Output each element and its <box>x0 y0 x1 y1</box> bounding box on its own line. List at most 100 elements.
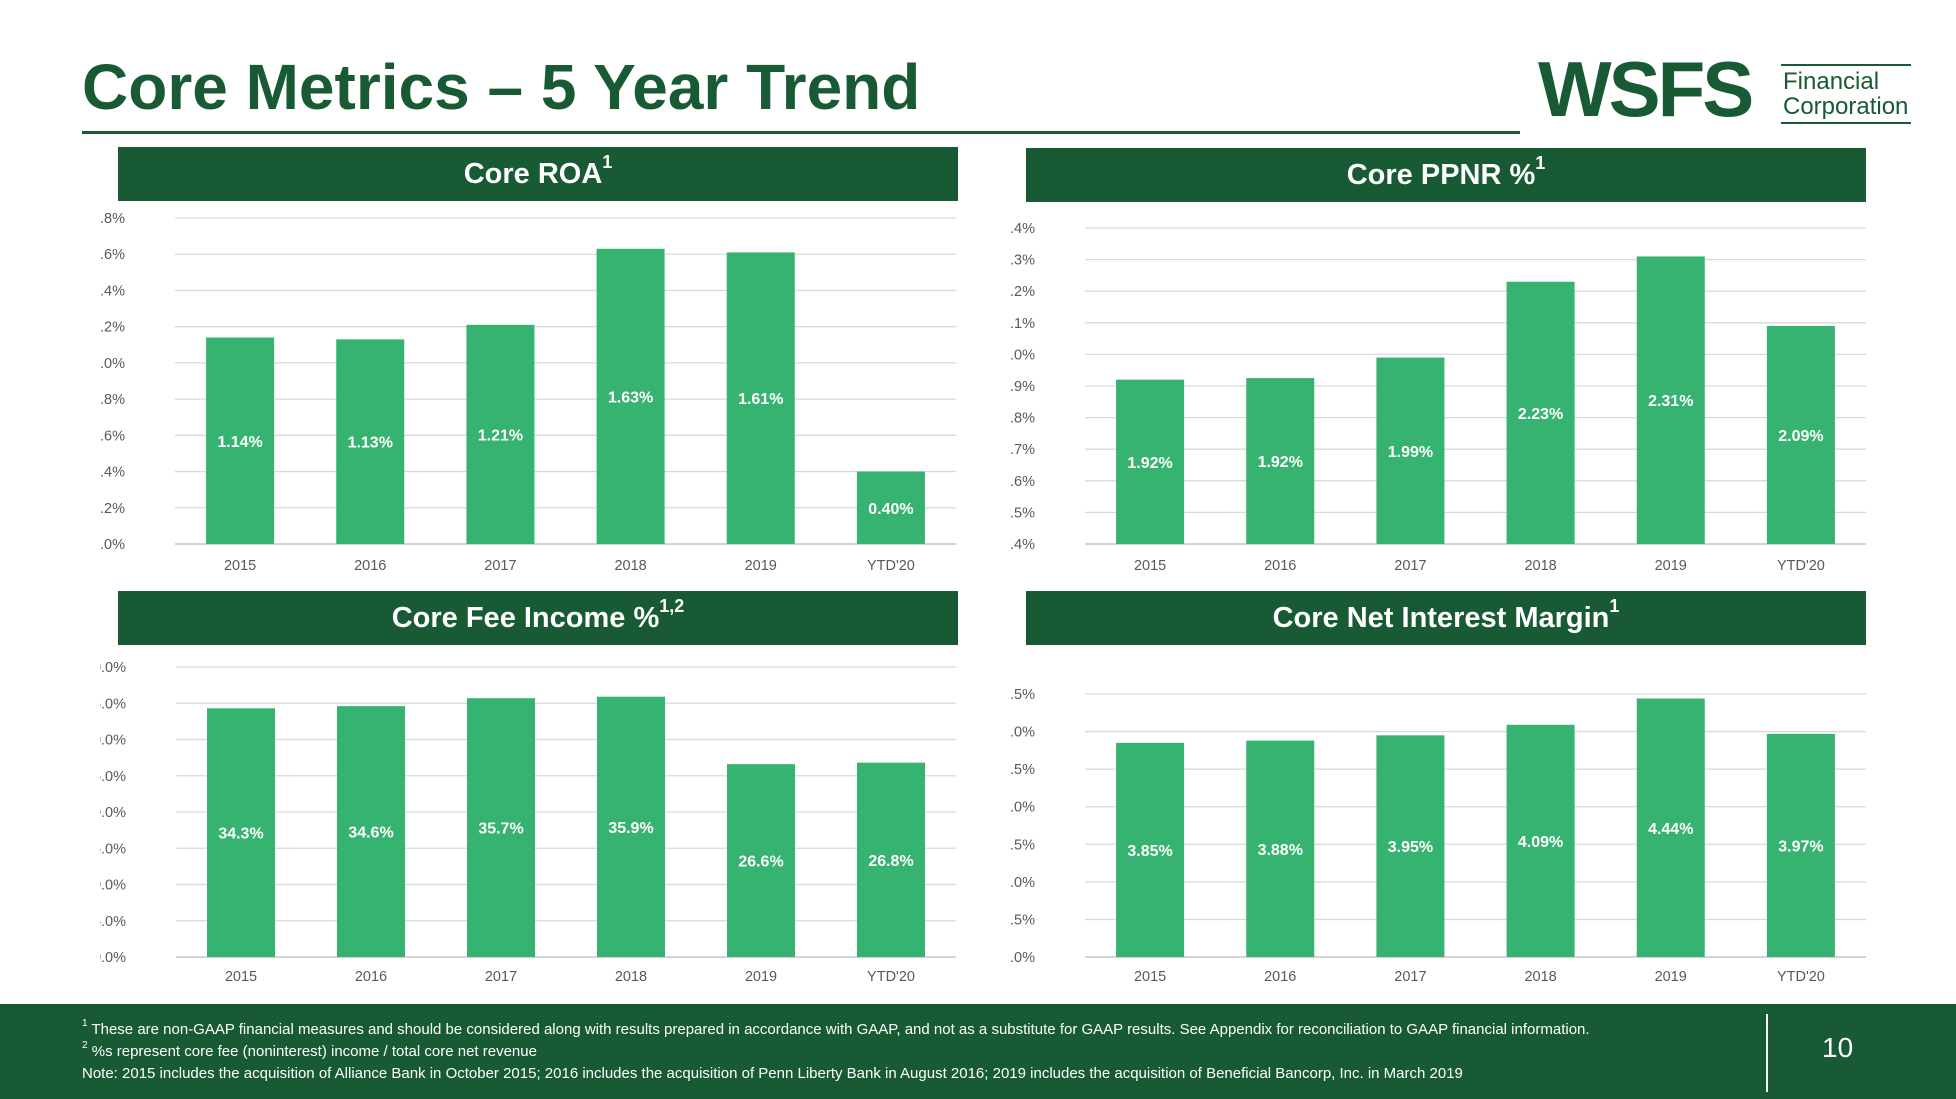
data-label: 1.99% <box>1388 444 1433 461</box>
y-tick-label: 2.3% <box>1010 253 1035 269</box>
bar <box>857 762 925 957</box>
x-tick-label: 2017 <box>1394 558 1426 574</box>
x-tick-label: 2016 <box>1264 969 1296 985</box>
bar <box>1636 698 1705 957</box>
y-tick-label: 2.0% <box>1010 347 1035 363</box>
data-label: 35.7% <box>478 821 523 838</box>
data-label: 3.95% <box>1388 839 1433 856</box>
data-label: 35.9% <box>608 820 653 837</box>
y-tick-label: 1.2% <box>100 320 125 336</box>
y-tick-label: 0.6% <box>100 428 125 444</box>
bar <box>1116 742 1185 957</box>
x-tick-label: YTD'20 <box>1777 969 1825 985</box>
data-label: 3.97% <box>1778 838 1823 855</box>
x-tick-label: 2019 <box>745 969 777 985</box>
y-tick-label: 4.5% <box>1010 687 1035 703</box>
x-tick-label: 2016 <box>355 969 387 985</box>
x-tick-label: 2016 <box>1264 558 1296 574</box>
bar <box>1506 281 1575 544</box>
bar <box>1246 378 1315 544</box>
footer-bar: 1 These are non-GAAP financial measures … <box>0 1004 1956 1099</box>
x-tick-label: 2018 <box>614 558 646 574</box>
data-label: 2.31% <box>1648 393 1693 410</box>
footnote-2: 2 %s represent core fee (noninterest) in… <box>82 1040 537 1061</box>
footnote-note: Note: 2015 includes the acquisition of A… <box>82 1065 1463 1083</box>
x-tick-label: 2015 <box>1134 558 1166 574</box>
y-tick-label: 20.0% <box>100 805 126 821</box>
logo-wordmark: WSFS <box>1538 45 1754 133</box>
y-tick-label: 2.2% <box>1010 284 1035 300</box>
y-tick-label: 0.0% <box>100 950 126 966</box>
bar <box>1376 735 1445 957</box>
panel-title: Core ROA <box>463 158 603 190</box>
data-label: 4.44% <box>1648 821 1693 838</box>
page-number: 10 <box>1822 1032 1854 1063</box>
data-label: 2.23% <box>1518 406 1563 423</box>
bar <box>207 708 275 957</box>
data-label: 1.61% <box>738 391 783 408</box>
panel-header-core-nim: Core Net Interest Margin1 <box>1026 591 1866 645</box>
panel-title: Core PPNR % <box>1346 159 1536 191</box>
data-label: 1.63% <box>608 389 653 406</box>
data-label: 1.21% <box>478 427 523 444</box>
data-label: 34.6% <box>348 825 393 842</box>
x-tick-label: 2015 <box>225 969 257 985</box>
bar <box>466 324 535 544</box>
bar <box>1636 256 1705 544</box>
logo-rule-bottom <box>1781 122 1911 124</box>
panel-title: Core Net Interest Margin <box>1272 602 1610 634</box>
panel-title-sup: 1 <box>1535 153 1546 174</box>
bar <box>1766 733 1835 957</box>
y-tick-label: 1.4% <box>100 283 125 299</box>
data-label: 4.09% <box>1518 834 1563 851</box>
bar <box>1246 740 1315 957</box>
y-tick-label: 1.6% <box>100 247 125 263</box>
data-label: 1.92% <box>1258 454 1303 471</box>
x-tick-label: 2016 <box>354 558 386 574</box>
x-tick-label: 2017 <box>484 558 516 574</box>
x-tick-label: 2017 <box>1394 969 1426 985</box>
data-label: 26.8% <box>868 853 913 870</box>
y-tick-label: 0.0% <box>100 537 125 553</box>
y-tick-label: 35.0% <box>100 696 126 712</box>
bar <box>727 764 795 957</box>
panel-title-sup: 1 <box>602 152 613 173</box>
x-tick-label: YTD'20 <box>867 969 915 985</box>
x-tick-label: YTD'20 <box>867 558 915 574</box>
y-tick-label: 1.9% <box>1010 379 1035 395</box>
footnote-2-marker: 2 <box>82 1040 88 1051</box>
page-number-divider <box>1766 1014 1768 1092</box>
x-tick-label: 2015 <box>224 558 256 574</box>
x-tick-label: YTD'20 <box>1777 558 1825 574</box>
x-tick-label: 2018 <box>615 969 647 985</box>
y-tick-label: 10.0% <box>100 878 126 894</box>
y-tick-label: 2.5% <box>1010 837 1035 853</box>
bar <box>856 471 925 544</box>
y-tick-label: 2.4% <box>1010 221 1035 237</box>
bar <box>206 337 275 544</box>
data-label: 34.3% <box>218 826 263 843</box>
panel-header-core-roa: Core ROA1 <box>118 147 958 201</box>
core-roa-chart: 0.0% 0.2% 0.4% 0.6% 0.8% 1.0% 1.2% 1.4% 1.6% 1.8%… <box>100 211 956 574</box>
bar <box>467 698 535 957</box>
bar <box>1376 357 1445 544</box>
data-label: 1.13% <box>348 435 393 452</box>
core-ppnr-chart: 1.4% 1.5% 1.6% 1.7% 1.8% 1.9% 2.0% 2.1% 2.2% 2.3%… <box>1010 221 1866 574</box>
panel-header-core-fee-income: Core Fee Income %1,2 <box>118 591 958 645</box>
core-fee-income-chart: 0.0% 5.0% 10.0% 15.0% 20.0% 25.0% 30.0% 35.0% 40… <box>100 660 956 985</box>
bar <box>336 339 405 544</box>
x-tick-label: 2018 <box>1524 969 1556 985</box>
x-tick-label: 2019 <box>1655 969 1687 985</box>
y-tick-label: 0.8% <box>100 392 125 408</box>
footnote-1: 1 These are non-GAAP financial measures … <box>82 1019 1590 1039</box>
title-underline <box>82 131 1520 134</box>
bar <box>597 696 665 957</box>
bar <box>1506 724 1575 957</box>
data-label: 26.6% <box>738 854 783 871</box>
page-title: Core Metrics – 5 Year Trend <box>82 51 921 123</box>
y-tick-label: 15.0% <box>100 841 126 857</box>
y-tick-label: 25.0% <box>100 769 126 785</box>
y-tick-label: 0.2% <box>100 501 125 517</box>
bar <box>337 706 405 957</box>
data-label: 2.09% <box>1778 428 1823 445</box>
